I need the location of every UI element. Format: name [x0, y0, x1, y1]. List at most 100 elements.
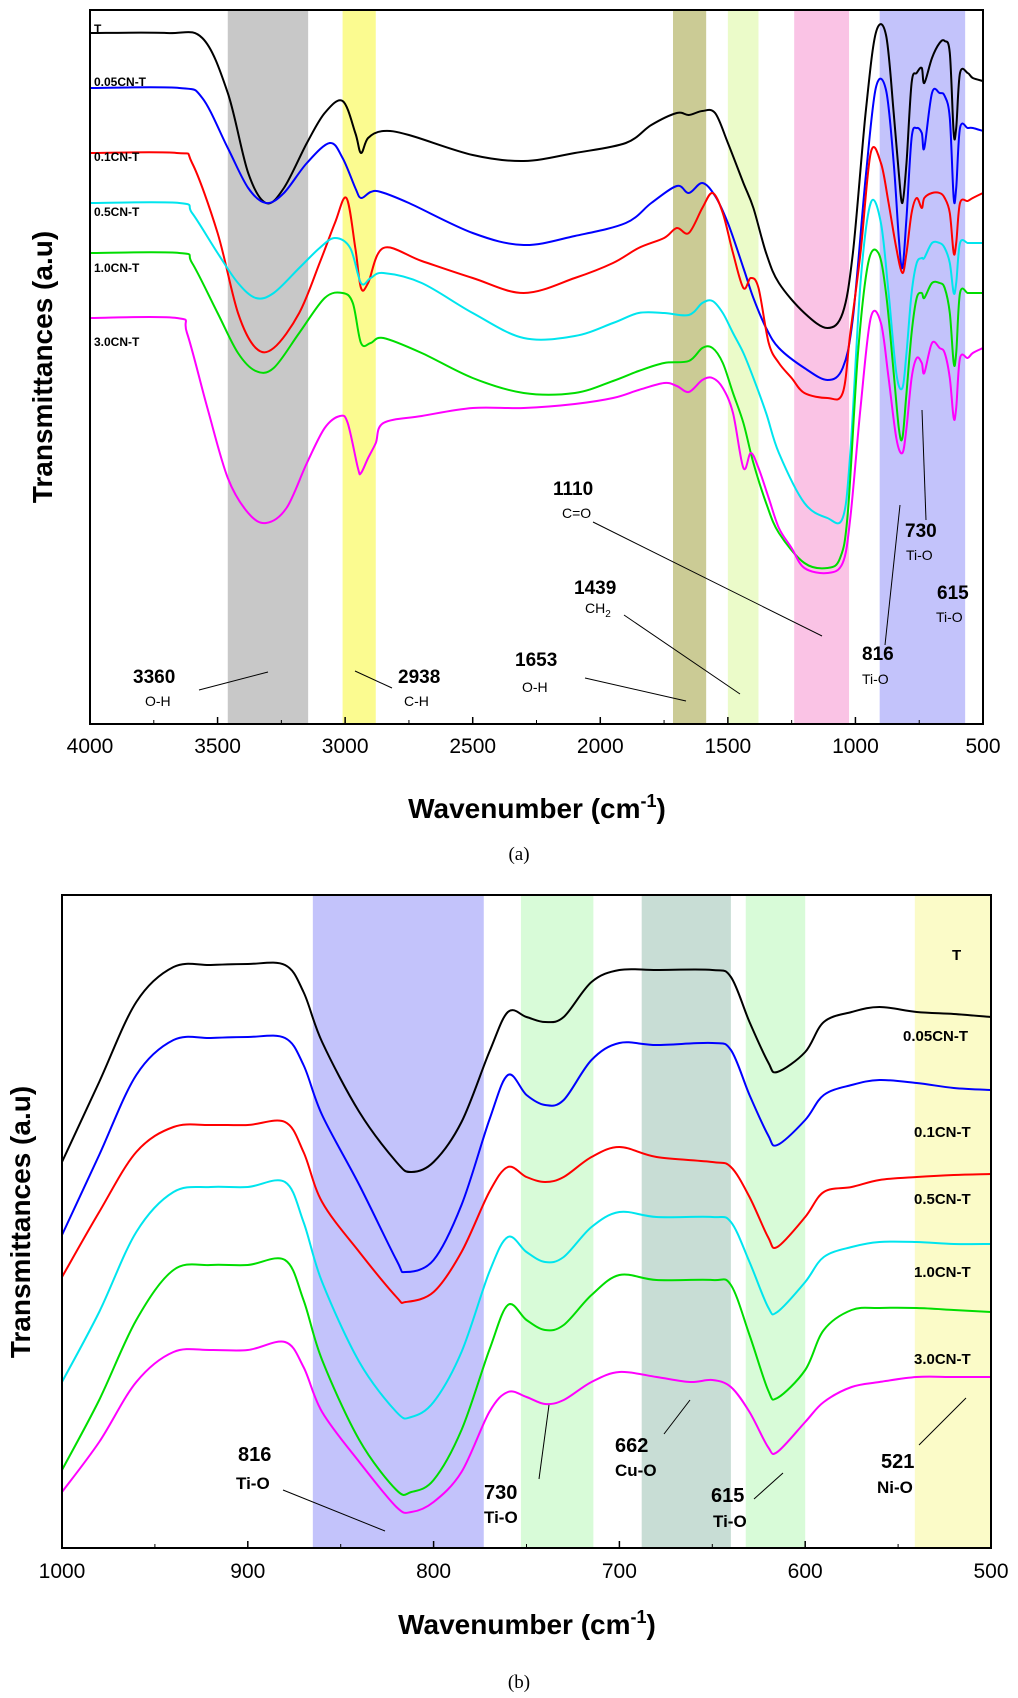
panel-a-tick-label-2000: 2000 — [577, 735, 624, 758]
panel-a-tick-label-3000: 3000 — [322, 735, 369, 758]
panel-b-tick-label-1000: 1000 — [39, 1560, 86, 1583]
annotation-b-730: 730 Ti-O — [484, 1404, 550, 1527]
panel-b-bands — [312, 895, 991, 1548]
panel-a-tick-label-3500: 3500 — [194, 735, 241, 758]
annotation-730-leader — [921, 409, 927, 521]
annotation-b-662-group: Cu-O — [615, 1461, 657, 1480]
panel-b-line-0-05cn-t — [61, 1034, 992, 1274]
panel-a-x-axis-title: Wavenumber (cm-1) — [408, 791, 666, 824]
panel-b-series — [61, 961, 992, 1514]
annotation-b-521-group: Ni-O — [877, 1478, 913, 1497]
panel-a-chart: 4000 3500 3000 2500 2000 1500 1000 500 T 0.05CN… — [27, 9, 1001, 865]
series-label-t-a: T — [94, 22, 102, 36]
annotation-1439-leader — [623, 614, 741, 695]
panel-a-line-t — [89, 23, 984, 329]
annotation-3360-value: 3360 — [133, 667, 175, 688]
annotation-b-730-group: Ti-O — [484, 1508, 518, 1527]
panel-a-caption: (a) — [508, 844, 529, 865]
annotation-b-816: 816 Ti-O — [236, 1444, 386, 1532]
annotation-816-value: 816 — [862, 644, 894, 665]
annotation-730-value: 730 — [905, 521, 937, 542]
annotation-b-730-value: 730 — [484, 1482, 517, 1504]
annotation-816: 816 Ti-O — [862, 504, 901, 687]
series-label-10cn-t-b: 1.0CN-T — [914, 1264, 971, 1281]
panel-b-tick-label-900: 900 — [230, 1560, 265, 1583]
panel-b-band-2 — [641, 895, 731, 1548]
annotation-b-521: 521 Ni-O — [877, 1397, 967, 1497]
panel-b-tick-label-500: 500 — [973, 1560, 1008, 1583]
annotation-1439-group: CH2 — [585, 600, 611, 620]
panel-a-tick-label-500: 500 — [965, 735, 1000, 758]
panel-b-y-axis-title: Transmittances (a.u) — [5, 1086, 36, 1358]
annotation-b-816-leader — [282, 1489, 386, 1532]
annotation-b-615-leader — [753, 1472, 784, 1500]
panel-b-band-4 — [914, 895, 991, 1548]
panel-a-band-3 — [727, 10, 759, 724]
annotation-2938-leader — [354, 670, 393, 689]
panel-a-band-1 — [342, 10, 376, 724]
annotation-730-group: Ti-O — [906, 547, 933, 563]
panel-b-tick-label-800: 800 — [416, 1560, 451, 1583]
panel-b-line-3-0cn-t — [61, 1340, 991, 1514]
panel-a-tick-label-2500: 2500 — [449, 735, 496, 758]
annotation-816-group: Ti-O — [862, 671, 889, 687]
series-label-01cn-t-b: 0.1CN-T — [914, 1124, 971, 1141]
panel-a-y-axis-title: Transmittances (a.u) — [27, 231, 58, 503]
panel-b-band-1 — [520, 895, 594, 1548]
annotation-3360: 3360 O-H — [133, 667, 269, 709]
panel-b-band-0 — [312, 895, 484, 1548]
annotation-2938-group: C-H — [404, 693, 429, 709]
series-label-005cn-t-a: 0.05CN-T — [94, 75, 147, 89]
panel-b-band-3 — [745, 895, 806, 1548]
panel-b-line-1-0cn-t — [61, 1257, 992, 1496]
panel-a-tick-label-1000: 1000 — [832, 735, 879, 758]
panel-a-line-0-5cn-t — [89, 198, 983, 525]
annotation-b-816-value: 816 — [238, 1444, 271, 1466]
annotation-b-816-group: Ti-O — [236, 1474, 270, 1493]
panel-a-band-2 — [673, 10, 707, 724]
annotation-730: 730 Ti-O — [905, 409, 937, 563]
series-label-05cn-t-b: 0.5CN-T — [914, 1191, 971, 1208]
panel-b-tick-label-600: 600 — [788, 1560, 823, 1583]
panel-a-tick-label-1500: 1500 — [704, 735, 751, 758]
annotation-b-615-group: Ti-O — [713, 1512, 747, 1531]
annotation-1653-leader — [584, 677, 687, 702]
annotation-615-value: 615 — [937, 583, 969, 604]
panel-b-tick-label-700: 700 — [602, 1560, 637, 1583]
series-label-30cn-t-a: 3.0CN-T — [94, 335, 140, 349]
annotation-1110: 1110 C=O — [553, 479, 823, 637]
panel-a-series — [89, 23, 984, 575]
annotation-1110-group: C=O — [562, 505, 591, 521]
annotation-1653: 1653 O-H — [515, 650, 687, 702]
annotation-1653-value: 1653 — [515, 650, 557, 671]
series-label-t-b: T — [952, 947, 961, 964]
annotation-1110-value: 1110 — [553, 479, 593, 500]
panel-a-line-0-1cn-t — [89, 146, 984, 401]
annotation-2938-value: 2938 — [398, 667, 440, 688]
panel-b-line-0-5cn-t — [61, 1179, 992, 1420]
series-label-01cn-t-a: 0.1CN-T — [94, 150, 140, 164]
panel-a-tick-label-4000: 4000 — [67, 735, 114, 758]
series-label-30cn-t-b: 3.0CN-T — [914, 1351, 971, 1368]
series-label-10cn-t-a: 1.0CN-T — [94, 261, 140, 275]
panel-b-chart: 1000 900 800 700 600 500 T 0.05CN-T 0.1CN-T 0… — [5, 894, 1009, 1693]
annotation-816-leader — [884, 504, 901, 646]
panel-b-x-axis-title: Wavenumber (cm-1) — [398, 1607, 656, 1640]
annotation-615: 615 Ti-O — [936, 583, 969, 625]
series-label-05cn-t-a: 0.5CN-T — [94, 205, 140, 219]
annotation-b-662-value: 662 — [615, 1435, 648, 1457]
panel-a-line-3-0cn-t — [89, 309, 984, 575]
annotation-3360-leader — [198, 671, 269, 691]
annotation-b-662: 662 Cu-O — [615, 1399, 691, 1480]
annotation-1439: 1439 CH2 — [574, 578, 741, 695]
panel-a-x-ticks: 4000 3500 3000 2500 2000 1500 1000 500 — [67, 717, 1001, 758]
panel-b-caption: (b) — [508, 1672, 530, 1693]
annotation-b-521-leader — [918, 1397, 967, 1446]
annotation-2938: 2938 C-H — [354, 667, 440, 709]
panel-b-x-ticks: 1000 900 800 700 600 500 — [39, 1541, 1009, 1583]
panel-a-line-1-0cn-t — [89, 248, 983, 570]
series-label-005cn-t-b: 0.05CN-T — [903, 1028, 968, 1045]
annotation-b-615-value: 615 — [711, 1485, 744, 1507]
annotation-1439-value: 1439 — [574, 578, 616, 599]
